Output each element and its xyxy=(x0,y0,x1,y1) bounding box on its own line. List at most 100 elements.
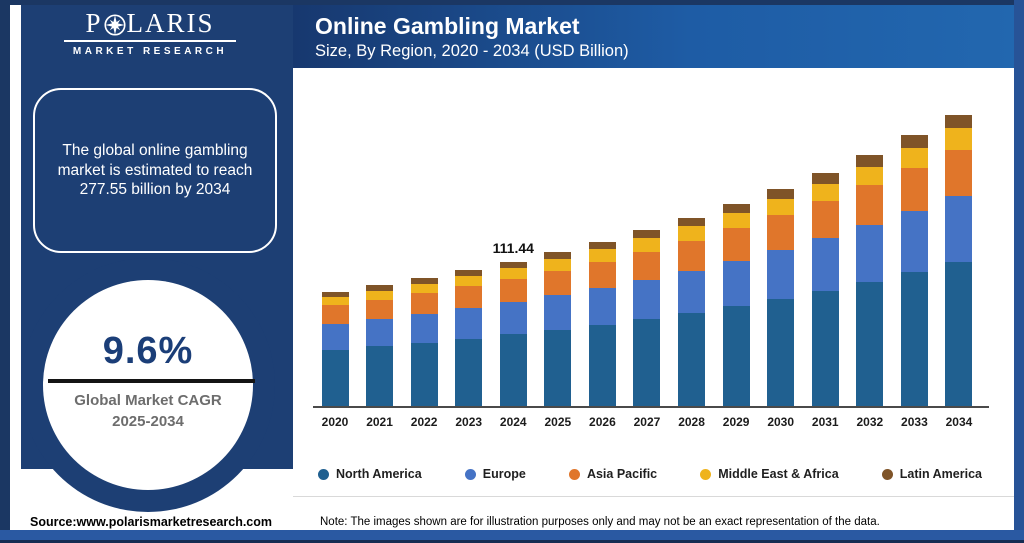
bar-segment xyxy=(945,128,973,150)
bar-segment xyxy=(321,349,349,407)
frame-border-top xyxy=(0,0,1024,5)
bar-segment xyxy=(410,293,438,314)
legend-label: North America xyxy=(336,467,422,481)
bar-segment xyxy=(811,201,839,239)
bar-segment xyxy=(633,319,661,406)
frame-border-left xyxy=(0,0,10,543)
legend-label: Europe xyxy=(482,467,526,481)
stacked-bar-2034: 2034 xyxy=(945,114,973,429)
bar-segment xyxy=(544,259,572,271)
bar-segment xyxy=(499,261,527,269)
bar-segment xyxy=(900,272,928,406)
stacked-bar-2030: 2030 xyxy=(767,189,795,429)
bar-segment xyxy=(455,308,483,339)
bar-segment xyxy=(321,296,349,306)
x-axis-tick-label: 2026 xyxy=(589,415,616,429)
bar-segment xyxy=(811,290,839,407)
compass-star-icon xyxy=(103,12,126,36)
bar-segment xyxy=(678,240,706,271)
legend-item: Middle East & Africa xyxy=(700,467,839,481)
stacked-bar-2032: 2032 xyxy=(856,155,884,429)
bar-segment xyxy=(856,155,884,167)
brand-tagline: MARKET RESEARCH xyxy=(72,46,228,57)
bar-segment xyxy=(767,189,795,200)
x-axis-tick-label: 2028 xyxy=(678,415,705,429)
bar-segment xyxy=(945,114,973,129)
stacked-bar-2020: 2020 xyxy=(321,291,349,429)
bar-segment xyxy=(945,261,973,406)
bar-segment xyxy=(321,323,349,350)
bar-segment xyxy=(544,329,572,406)
x-axis-tick-label: 2033 xyxy=(901,415,928,429)
bar-segment xyxy=(945,196,973,262)
bar-segment xyxy=(767,199,795,216)
stacked-bar-2023: 2023 xyxy=(455,270,483,429)
legend-label: Asia Pacific xyxy=(586,467,658,481)
x-axis-tick-label: 2029 xyxy=(722,415,750,429)
footer-note: Note: The images shown are for illustrat… xyxy=(320,516,880,528)
bar-segment xyxy=(900,135,928,148)
bar-segment xyxy=(722,213,750,229)
bar-segment xyxy=(366,285,394,291)
bar-segment xyxy=(455,276,483,287)
stacked-bar-2029: 2029 xyxy=(722,204,750,429)
legend-marker-icon xyxy=(318,468,329,480)
cagr-divider xyxy=(48,379,255,383)
legend-label: Middle East & Africa xyxy=(718,467,839,481)
bar-segment xyxy=(722,204,750,214)
bar-segment xyxy=(366,346,394,406)
legend-label: Latin America xyxy=(899,467,982,481)
bar-segment xyxy=(544,270,572,296)
logo-divider xyxy=(64,40,236,42)
bar-segment xyxy=(856,281,884,406)
bar-segment xyxy=(767,215,795,251)
legend-marker-icon xyxy=(464,468,476,480)
legend-marker-icon xyxy=(881,468,893,480)
bar-segment xyxy=(588,287,616,325)
frame-border-right xyxy=(1014,0,1024,543)
bar-segment xyxy=(722,260,750,307)
bar-segment xyxy=(900,167,928,212)
legend-item: Latin America xyxy=(881,467,982,481)
bar-segment xyxy=(499,278,527,302)
stacked-bar-2024: 2024 111.44 xyxy=(493,240,534,429)
bar-segment xyxy=(678,218,706,227)
stacked-bar-2033: 2033 xyxy=(900,135,928,429)
stacked-bar-2021: 2021 xyxy=(366,285,394,429)
stacked-bar-2025: 2025 xyxy=(544,252,572,429)
legend-marker-icon xyxy=(568,468,580,480)
legend-marker-icon xyxy=(700,468,712,480)
cagr-value: 9.6% xyxy=(102,330,194,372)
bar-segment xyxy=(856,225,884,282)
bar-segment xyxy=(455,270,483,277)
x-axis-tick-label: 2032 xyxy=(856,415,884,429)
wordmark-right: LARIS xyxy=(126,8,215,38)
x-axis-tick-label: 2022 xyxy=(410,415,438,429)
bar-segment xyxy=(945,149,973,197)
plot-area: 2020 2021 2022 2023 2024 111.44 2025 2026 2027 20… xyxy=(313,90,989,429)
bar-segment xyxy=(544,295,572,330)
bar-segment xyxy=(321,305,349,324)
stacked-bar-2028: 2028 xyxy=(678,218,706,429)
bar-segment xyxy=(366,319,394,347)
bar-segment xyxy=(767,250,795,299)
stacked-bar-2026: 2026 xyxy=(588,241,616,429)
brand-logo: P LARIS MARKET RESEARCH xyxy=(60,8,240,57)
left-white-gutter xyxy=(10,5,21,531)
bar-segment xyxy=(633,279,661,320)
legend-item: North America xyxy=(318,467,422,481)
bar-segment xyxy=(722,306,750,406)
bar-segment xyxy=(900,211,928,273)
bar-segment xyxy=(633,238,661,252)
bar-segment xyxy=(811,183,839,202)
bar-segment xyxy=(366,299,394,320)
highlight-text: The global online gambling market is est… xyxy=(57,142,253,199)
wordmark-left: P xyxy=(85,8,103,38)
x-axis-tick-label: 2031 xyxy=(811,415,839,429)
chart-title: Online Gambling Market xyxy=(315,13,580,39)
legend-item: Europe xyxy=(464,467,526,481)
bar-segment xyxy=(633,230,661,239)
cagr-label-line2: 2025-2034 xyxy=(112,413,184,430)
bar-segment xyxy=(499,334,527,406)
